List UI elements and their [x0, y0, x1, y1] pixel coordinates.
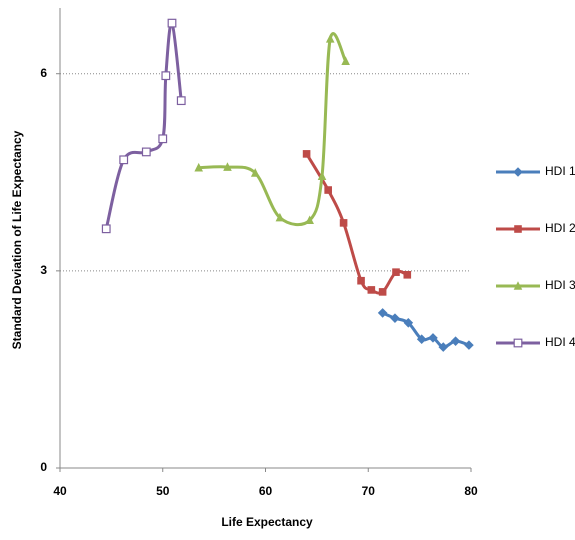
legend-marker: [514, 225, 522, 233]
marker: [317, 171, 327, 181]
marker: [250, 168, 260, 177]
marker: [341, 56, 350, 66]
legend-label: HDI 1: [545, 164, 575, 178]
marker: [403, 317, 414, 328]
marker: [339, 219, 348, 227]
x-tick-label: 80: [464, 484, 478, 498]
marker: [403, 271, 412, 279]
y-tick-label: 3: [40, 263, 47, 277]
x-tick-label: 60: [259, 484, 273, 498]
marker: [416, 334, 427, 344]
legend-marker: [513, 338, 523, 348]
marker: [194, 162, 204, 172]
marker: [141, 147, 151, 157]
marker: [377, 308, 388, 318]
marker: [119, 155, 129, 165]
marker: [275, 212, 285, 222]
marker: [167, 18, 177, 28]
marker: [223, 162, 232, 171]
marker: [392, 268, 400, 276]
legend-label: HDI 4: [545, 335, 575, 349]
series-line: [198, 32, 348, 227]
marker: [378, 288, 387, 296]
legend-label: HDI 3: [545, 278, 575, 292]
y-tick-label: 6: [40, 66, 47, 80]
marker: [176, 96, 186, 106]
marker: [357, 276, 365, 285]
x-tick-label: 70: [362, 484, 376, 498]
y-axis-label: Standard Deviation of Life Expectancy: [10, 130, 24, 349]
marker: [158, 134, 168, 144]
marker: [325, 34, 335, 43]
x-axis-label: Life Expectancy: [221, 515, 313, 529]
series-line: [104, 21, 183, 230]
marker: [390, 313, 400, 323]
marker: [464, 340, 474, 350]
marker: [428, 333, 438, 343]
marker: [161, 71, 171, 81]
marker: [324, 186, 332, 194]
marker: [101, 224, 111, 234]
marker: [367, 286, 376, 294]
x-tick-label: 50: [156, 484, 170, 498]
marker: [450, 336, 461, 346]
x-tick-label: 40: [53, 484, 67, 498]
legend-marker: [513, 281, 523, 290]
legend-marker: [513, 167, 523, 177]
marker: [438, 342, 449, 352]
y-tick-label: 0: [40, 460, 47, 474]
legend-label: HDI 2: [545, 221, 575, 235]
marker: [302, 150, 311, 158]
marker: [305, 215, 314, 225]
